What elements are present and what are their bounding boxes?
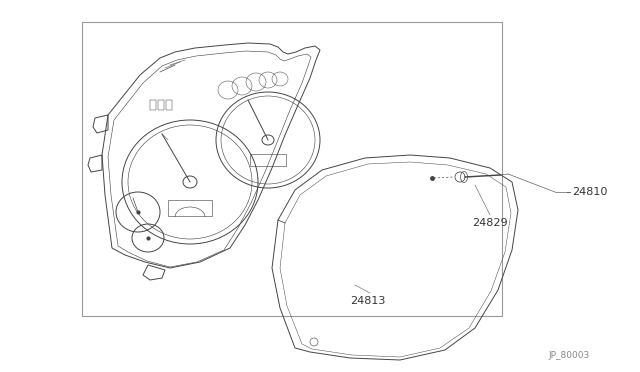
Bar xyxy=(158,100,164,110)
Text: 24810: 24810 xyxy=(572,187,607,197)
Text: 24829: 24829 xyxy=(472,218,508,228)
Bar xyxy=(166,100,172,110)
Bar xyxy=(168,200,212,216)
Text: 24813: 24813 xyxy=(350,296,386,306)
Bar xyxy=(250,154,286,166)
Text: JP_80003: JP_80003 xyxy=(548,352,590,360)
Bar xyxy=(150,100,156,110)
Bar xyxy=(82,22,502,316)
